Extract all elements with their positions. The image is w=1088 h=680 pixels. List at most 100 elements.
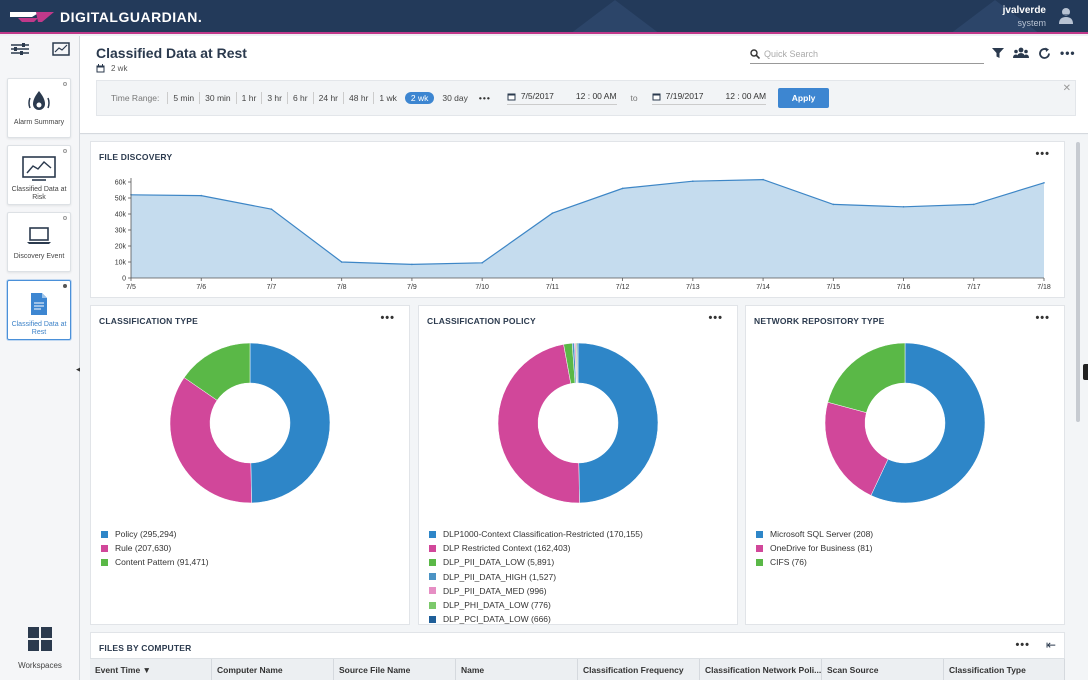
close-icon[interactable]: ✕: [1062, 83, 1071, 94]
workspaces-button[interactable]: Workspaces: [0, 626, 80, 670]
calendar-icon: [507, 93, 516, 100]
legend-item[interactable]: Content Pattern (91,471): [101, 555, 209, 569]
column-header[interactable]: Computer Name: [212, 659, 334, 680]
sidebar-item-alarm-summary[interactable]: Alarm Summary: [7, 78, 71, 138]
search-input[interactable]: [764, 48, 964, 59]
calendar-icon: [652, 93, 661, 100]
brand-name: DIGITALGUARDIAN.: [60, 9, 203, 25]
content-scrollbar[interactable]: [1076, 142, 1080, 422]
panel-menu-button[interactable]: •••: [1035, 312, 1050, 324]
user-avatar-icon[interactable]: [1058, 7, 1074, 25]
time-option-24hr[interactable]: 24 hr: [312, 92, 343, 104]
classification-type-legend: Policy (295,294) Rule (207,630) Content Pa…: [101, 527, 209, 570]
data-point: [481, 262, 483, 264]
x-tick-label: 7/15: [826, 284, 840, 291]
panel-menu-button[interactable]: •••: [380, 312, 395, 324]
time-option-6hr[interactable]: 6 hr: [286, 92, 313, 104]
legend-item[interactable]: DLP1000-Context Classification-Restricte…: [429, 527, 643, 541]
legend-item[interactable]: DLP Restricted Context (162,403): [429, 541, 643, 555]
filter-icon[interactable]: [992, 47, 1004, 59]
column-header[interactable]: Classification Frequency: [578, 659, 700, 680]
users-group-icon[interactable]: [1013, 47, 1029, 59]
sliders-icon[interactable]: [10, 42, 30, 56]
time-option-48hr[interactable]: 48 hr: [343, 92, 373, 104]
panel-title: FILE DISCOVERY: [99, 152, 173, 162]
donut-slice: [249, 342, 331, 504]
chart-monitor-icon: [22, 156, 56, 181]
donut-slice: [576, 342, 579, 384]
user-info[interactable]: jvalverde system: [1003, 5, 1046, 28]
legend-label: DLP_PII_DATA_MED (996): [443, 585, 547, 596]
y-tick-label: 60k: [115, 180, 127, 187]
column-header[interactable]: Classification Network Poli...: [700, 659, 822, 680]
sidebar-item-classified-data-at-rest[interactable]: Classified Data at Rest: [7, 280, 71, 340]
time-option-3hr[interactable]: 3 hr: [261, 92, 287, 104]
legend-item[interactable]: OneDrive for Business (81): [756, 541, 873, 555]
classification-policy-donut: [497, 342, 659, 504]
data-point: [1043, 182, 1045, 184]
x-tick-label: 7/12: [616, 284, 630, 291]
search-icon: [750, 48, 760, 59]
pin-indicator: [63, 149, 67, 153]
legend-item[interactable]: DLP_PHI_DATA_LOW (776): [429, 598, 643, 612]
legend-item[interactable]: DLP_PII_DATA_HIGH (1,527): [429, 570, 643, 584]
legend-label: Policy (295,294): [115, 529, 177, 540]
legend-item[interactable]: Policy (295,294): [101, 527, 209, 541]
x-tick-label: 7/8: [337, 284, 347, 291]
pin-indicator: [63, 216, 67, 220]
legend-item[interactable]: Microsoft SQL Server (208): [756, 527, 873, 541]
legend-swatch: [429, 587, 436, 595]
sidebar-item-discovery-event[interactable]: Discovery Event: [7, 212, 71, 272]
column-header[interactable]: Name: [456, 659, 578, 680]
column-header[interactable]: Event Time ▼: [90, 659, 212, 680]
legend-item[interactable]: DLP_PII_DATA_MED (996): [429, 584, 643, 598]
more-time-options-button[interactable]: •••: [478, 93, 491, 103]
time-option-1hr[interactable]: 1 hr: [235, 92, 262, 104]
quick-search[interactable]: [750, 44, 984, 64]
legend-label: DLP_PHI_DATA_LOW (776): [443, 600, 551, 611]
legend-item[interactable]: Rule (207,630): [101, 541, 209, 555]
dashboard-chart-icon[interactable]: [52, 42, 70, 56]
calendar-icon: [96, 64, 105, 73]
data-point: [762, 178, 764, 181]
sidebar-collapse-handle[interactable]: ◂: [76, 364, 81, 374]
brand-logo[interactable]: DIGITALGUARDIAN.: [10, 9, 202, 25]
panel-menu-button[interactable]: •••: [1035, 148, 1050, 160]
panel-menu-button[interactable]: •••: [708, 312, 723, 324]
x-tick-label: 7/14: [756, 284, 770, 291]
column-header[interactable]: Source File Name: [334, 659, 456, 680]
y-tick-label: 50k: [115, 196, 127, 203]
donut-slice: [497, 344, 580, 504]
legend-item[interactable]: CIFS (76): [756, 555, 873, 569]
column-header[interactable]: Scan Source: [822, 659, 944, 680]
donut-slice: [577, 342, 659, 504]
legend-label: DLP_PII_DATA_HIGH (1,527): [443, 571, 557, 582]
to-label: to: [630, 93, 638, 103]
legend-item[interactable]: DLP_PII_DATA_LOW (5,891): [429, 555, 643, 569]
legend-item[interactable]: DLP_PCI_DATA_LOW (666): [429, 612, 643, 626]
apply-button[interactable]: Apply: [778, 88, 830, 108]
current-range-label: 2 wk: [111, 64, 128, 73]
time-option-30min[interactable]: 30 min: [199, 92, 236, 104]
page-header: Classified Data at Rest 2 wk •••: [80, 36, 1088, 134]
column-header[interactable]: Classification Type: [944, 659, 1065, 680]
time-option-30day[interactable]: 30 day: [442, 93, 468, 103]
y-tick-label: 0: [122, 276, 126, 283]
file-discovery-panel: FILE DISCOVERY ••• 0 10k 20k 30k 40k 50k 60k 7/…: [90, 141, 1065, 298]
sidebar-item-classified-data-at-risk[interactable]: Classified Data at Risk: [7, 145, 71, 205]
panel-menu-button[interactable]: •••: [1015, 639, 1030, 651]
from-datetime-field[interactable]: 7/5/2017 12 : 00 AM: [506, 91, 617, 105]
x-tick-label: 7/17: [967, 284, 981, 291]
time-option-5min[interactable]: 5 min: [167, 92, 199, 104]
collapse-panel-icon[interactable]: ⇤: [1045, 638, 1056, 652]
legend-swatch: [101, 558, 108, 566]
data-point: [551, 212, 554, 214]
refresh-icon[interactable]: [1038, 47, 1051, 60]
time-option-2wk[interactable]: 2 wk: [404, 92, 435, 104]
more-options-icon[interactable]: •••: [1060, 46, 1076, 60]
legend-label: Rule (207,630): [115, 543, 172, 554]
header-decoration: [950, 0, 1040, 32]
right-panel-handle[interactable]: [1083, 364, 1088, 380]
time-option-1wk[interactable]: 1 wk: [373, 92, 401, 104]
to-datetime-field[interactable]: 7/19/2017 12 : 00 AM: [651, 91, 767, 105]
